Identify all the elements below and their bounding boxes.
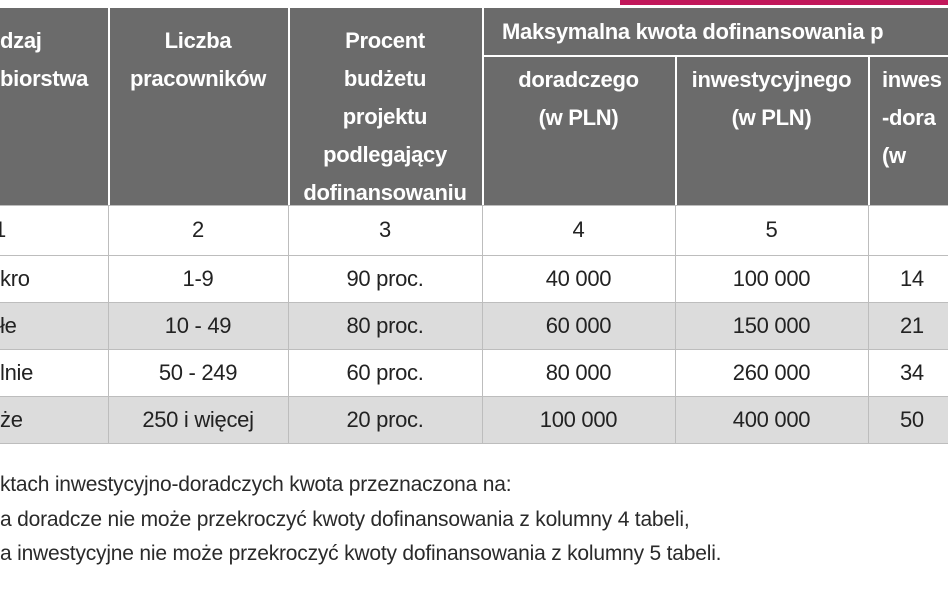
cell: 100 000	[539, 406, 618, 432]
row-line	[0, 302, 948, 303]
header-text: Procent	[345, 28, 425, 53]
cell: 100 000	[732, 265, 811, 291]
cell: łe	[0, 312, 17, 338]
column-number: 4	[572, 217, 585, 242]
header-divider	[482, 8, 484, 205]
header-cell: inwes -dora (w	[868, 47, 948, 205]
column-number: 1	[0, 205, 102, 255]
row-bg	[0, 396, 948, 443]
column-number: 2	[192, 217, 204, 242]
accent-bar	[620, 0, 948, 5]
header-text: dzaj	[0, 28, 42, 53]
cell: lnie	[0, 359, 34, 385]
header-cell: dzaj biorstwa	[0, 8, 108, 205]
footnote: a doradcze nie może przekroczyć kwoty do…	[0, 508, 690, 531]
header-text: inwestycyjnego	[691, 67, 852, 92]
cell: 80 000	[545, 359, 612, 385]
col-line	[288, 205, 289, 443]
row-line	[0, 349, 948, 350]
column-number: 5	[765, 217, 778, 242]
cell: 50 - 249	[158, 359, 238, 385]
col-line	[868, 205, 869, 443]
cell: kro	[0, 265, 30, 291]
header-text: pracowników	[129, 66, 267, 91]
cell: 150 000	[732, 312, 811, 338]
cell: 21	[900, 312, 924, 338]
header-text: (w PLN)	[731, 105, 812, 130]
cell: 50	[900, 406, 924, 432]
header-divider	[675, 57, 677, 205]
cell: 260 000	[732, 359, 811, 385]
header-text: podlegający	[323, 142, 447, 167]
header-cell: doradczego (w PLN)	[482, 47, 675, 205]
footnote: a inwestycyjne nie może przekroczyć kwot…	[0, 542, 722, 565]
footnote: ktach inwestycyjno-doradczych kwota prze…	[0, 473, 512, 496]
cell: 250 i więcej	[142, 406, 254, 432]
header-divider	[108, 8, 110, 205]
row-line	[0, 205, 948, 206]
header-text: (w	[882, 143, 906, 168]
cell: 40 000	[545, 265, 612, 291]
header-text: biorstwa	[0, 66, 89, 91]
header-cell: inwestycyjnego (w PLN)	[675, 47, 868, 205]
cell: 400 000	[732, 406, 811, 432]
column-number: 3	[379, 217, 391, 242]
header-divider	[482, 55, 948, 57]
header-divider	[868, 57, 870, 205]
header-divider	[288, 8, 290, 205]
col-line	[482, 205, 483, 443]
header-text: inwes	[882, 67, 942, 92]
cell: że	[0, 406, 23, 432]
header-text: projektu	[342, 104, 428, 129]
cell: 34	[900, 359, 924, 385]
col-line	[675, 205, 676, 443]
cell: 1-9	[182, 265, 214, 291]
cell: 60 000	[545, 312, 612, 338]
header-text: (w PLN)	[538, 105, 619, 130]
header-cell: Procent budżetu projektu podlegający dofinan…	[288, 8, 482, 205]
cell: 10 - 49	[164, 312, 232, 338]
header-text: budżetu	[343, 66, 427, 91]
cell: 90 proc.	[346, 265, 424, 291]
row-line	[0, 396, 948, 397]
header-text: dofinansowaniu	[303, 180, 467, 205]
col-line	[108, 205, 109, 443]
header-text: Liczba	[164, 28, 232, 53]
row-line	[0, 443, 948, 444]
row-bg	[0, 302, 948, 349]
cell: 14	[900, 265, 924, 291]
header-text: doradczego	[518, 67, 639, 92]
cell: 60 proc.	[346, 359, 424, 385]
row-line	[0, 255, 948, 256]
group-header: Maksymalna kwota dofinansowania p	[502, 18, 884, 44]
cell: 20 proc.	[346, 406, 424, 432]
cell: 80 proc.	[346, 312, 424, 338]
header-text: -dora	[882, 105, 936, 130]
header-cell: Liczba pracowników	[108, 8, 288, 205]
header-bg	[0, 8, 948, 205]
